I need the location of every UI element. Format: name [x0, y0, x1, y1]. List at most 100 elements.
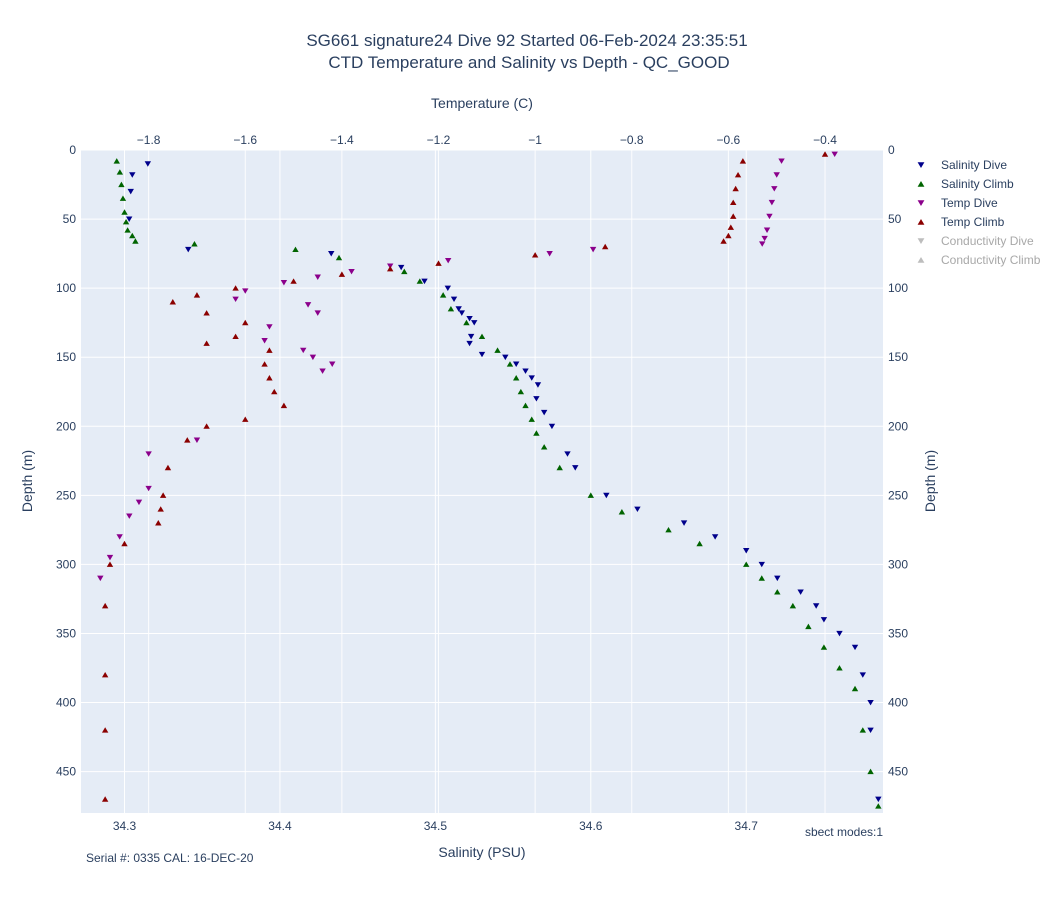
data-point: [169, 299, 176, 305]
legend-item-salinity-climb[interactable]: Salinity Climb: [917, 177, 1014, 191]
data-point: [680, 520, 688, 526]
data-point: [119, 195, 127, 201]
data-point: [126, 513, 133, 519]
data-point: [101, 671, 109, 678]
data-point: [266, 324, 273, 330]
data-point: [450, 296, 458, 303]
data-point: [812, 603, 820, 609]
data-point: [603, 492, 610, 499]
series-temp-dive: [97, 151, 838, 582]
data-point: [766, 213, 773, 220]
legend-marker: [917, 238, 925, 245]
sbect-modes-note: sbect modes:1: [805, 825, 883, 839]
temperature-tick-label: −1.4: [330, 133, 354, 147]
data-point: [280, 280, 288, 286]
data-point: [851, 644, 859, 651]
legend[interactable]: Salinity Dive Salinity Climb Temp Dive Temp…: [917, 158, 1041, 267]
data-point: [118, 181, 125, 188]
data-point: [338, 271, 346, 277]
depth-tick-label-left: 200: [56, 419, 76, 433]
legend-label: Temp Dive: [941, 196, 998, 210]
data-point: [789, 602, 797, 609]
data-point: [97, 575, 104, 582]
legend-item-conductivity-climb[interactable]: Conductivity Climb: [917, 253, 1041, 267]
data-point: [439, 292, 447, 298]
data-point: [540, 444, 548, 450]
data-point: [572, 465, 579, 471]
data-point: [774, 575, 781, 582]
data-point: [502, 354, 509, 361]
data-point: [135, 499, 143, 506]
data-point: [266, 347, 273, 353]
legend-item-conductivity-dive[interactable]: Conductivity Dive: [917, 234, 1034, 248]
depth-tick-label-right: 150: [888, 350, 908, 364]
data-point: [300, 347, 307, 354]
data-point: [773, 172, 780, 178]
data-point: [821, 151, 829, 157]
legend-item-temp-climb[interactable]: Temp Climb: [917, 215, 1005, 229]
data-point: [528, 416, 535, 422]
data-point: [242, 416, 249, 422]
depth-tick-label-left: 0: [69, 143, 76, 157]
data-point: [467, 333, 475, 340]
data-point: [564, 451, 571, 457]
legend-marker: [917, 200, 925, 207]
series-salinity-climb: [113, 158, 882, 809]
data-point: [831, 151, 838, 158]
data-point: [127, 188, 134, 195]
temperature-tick-label: −1.6: [233, 133, 257, 147]
data-point: [759, 241, 766, 247]
axis-ticks: 34.3 34.4 34.5 34.6 34.7 −1.8 −1.6 −1.4 −1.2 −1 −0…: [56, 133, 908, 833]
data-point: [447, 305, 455, 312]
data-point: [534, 382, 542, 388]
legend-marker: [917, 218, 925, 225]
depth-tick-label-left: 100: [56, 281, 76, 295]
data-point: [106, 554, 114, 561]
salinity-tick-label: 34.3: [113, 819, 137, 833]
data-point: [416, 278, 424, 284]
legend-label: Temp Climb: [941, 215, 1005, 229]
data-point: [193, 437, 201, 443]
grid-lines: [81, 149, 883, 813]
salinity-tick-label: 34.7: [735, 819, 759, 833]
data-point: [771, 186, 778, 192]
data-point: [335, 254, 343, 261]
data-point: [494, 347, 501, 353]
data-point: [548, 423, 556, 430]
data-point: [348, 268, 355, 275]
chart-title-line2: CTD Temperature and Salinity vs Depth - …: [328, 53, 729, 72]
depth-tick-label-right: 400: [888, 696, 908, 710]
data-point: [271, 388, 278, 395]
data-point: [528, 375, 535, 381]
data-point: [478, 333, 486, 340]
data-point: [478, 351, 486, 358]
data-point: [242, 288, 249, 294]
data-point: [778, 158, 785, 164]
data-point: [711, 534, 719, 540]
data-point: [720, 238, 727, 244]
data-point: [739, 158, 747, 164]
data-point: [242, 319, 249, 326]
data-point: [471, 320, 478, 326]
salinity-tick-label: 34.5: [424, 819, 448, 833]
data-point: [805, 623, 812, 630]
data-point: [768, 199, 776, 206]
data-point: [203, 310, 210, 316]
data-point: [546, 251, 553, 257]
depth-tick-label-right: 50: [888, 212, 902, 226]
data-point: [314, 310, 321, 316]
data-point: [193, 292, 201, 298]
data-point: [329, 361, 336, 367]
salinity-tick-label: 34.6: [579, 819, 603, 833]
legend-label: Salinity Dive: [941, 158, 1007, 172]
data-point: [435, 260, 442, 266]
data-point: [763, 227, 771, 233]
data-point: [797, 589, 804, 595]
data-point: [758, 575, 765, 581]
data-point: [859, 727, 866, 733]
temperature-tick-label: −0.4: [813, 133, 837, 147]
legend-item-salinity-dive[interactable]: Salinity Dive: [917, 158, 1008, 172]
data-point: [145, 485, 152, 492]
legend-item-temp-dive[interactable]: Temp Dive: [917, 196, 998, 210]
